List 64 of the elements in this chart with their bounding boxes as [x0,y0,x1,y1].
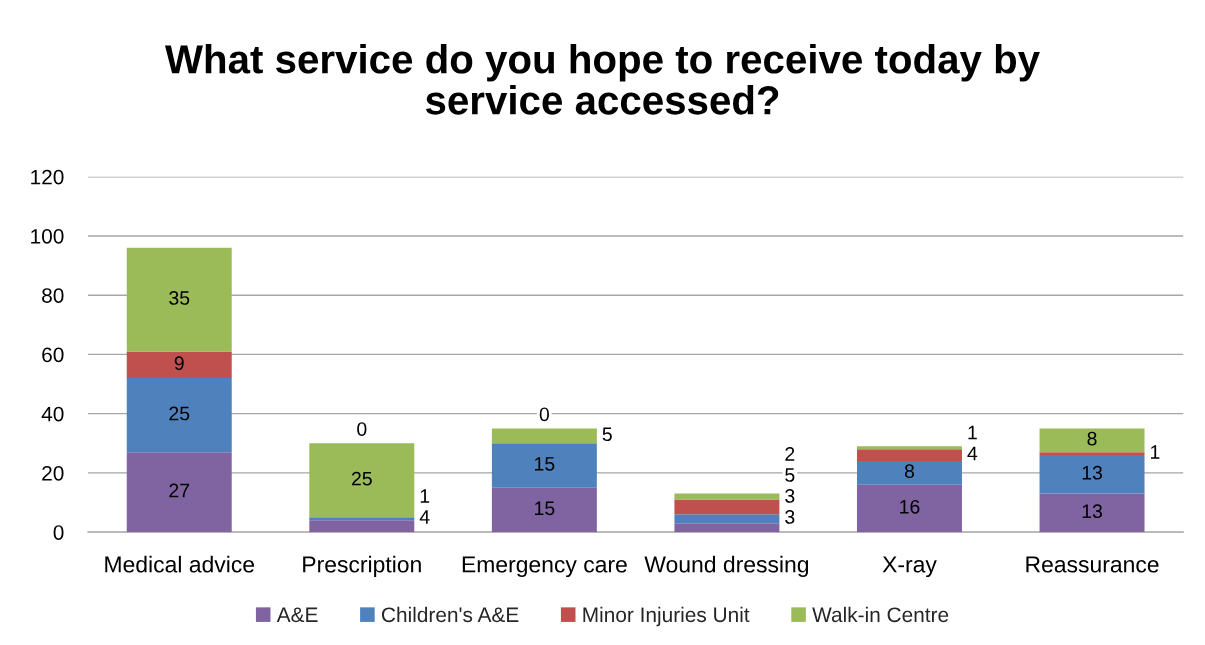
y-tick-label: 40 [41,406,64,422]
bar [1039,455,1145,494]
bar [126,247,232,352]
y-tick-label: 80 [42,288,64,303]
x-tick-label: X-ray [882,556,937,578]
bar [126,452,232,533]
x-tick-label: Medical advice [105,555,255,573]
data-label: 1 [420,489,430,503]
data-label: 5 [602,427,612,442]
bar [309,520,415,533]
x-tick-label: Reassurance [1026,556,1159,573]
data-label: 4 [967,446,978,461]
bar [126,378,232,453]
data-label: 0 [357,422,367,436]
data-label: 9 [174,356,184,371]
data-label: 2 [785,447,795,461]
legend-label: Minor Injuries Unit [583,606,750,627]
bar [491,428,597,444]
bar [126,351,232,379]
y-tick-label: 60 [42,347,64,363]
data-label: 25 [351,471,372,486]
bar [856,461,962,485]
x-tick-label: Emergency care [462,556,627,578]
data-label: 4 [419,510,430,524]
bar [674,493,780,500]
bar [674,514,780,524]
data-label: 8 [1087,431,1097,446]
data-label: 8 [904,464,915,479]
y-tick-label: 0 [53,525,64,540]
data-label: 1 [968,425,977,440]
bar [674,499,780,515]
bar [856,449,962,462]
data-label: 3 [785,510,795,524]
legend-label: Walk-in Centre [812,606,949,623]
y-tick-label: 100 [31,228,64,244]
data-label: 1 [1151,445,1160,459]
data-label: 3 [785,489,795,503]
data-label: 27 [169,483,190,498]
y-tick-label: 20 [42,465,64,481]
data-label: 25 [169,406,190,421]
bar [309,517,415,521]
bar [674,523,780,533]
data-label: 13 [1082,504,1102,519]
bar [1039,428,1145,453]
bar [1039,452,1145,456]
data-label: 5 [785,468,795,482]
data-label: 15 [535,457,555,471]
bar [491,487,597,533]
data-label: 0 [539,407,550,422]
y-tick-label: 120 [31,169,64,185]
data-label: 35 [169,291,190,305]
bar [856,446,962,450]
x-tick-label: Wound dressing [644,555,809,578]
legend-label: Children's A&E [381,606,519,623]
data-label: 13 [1082,465,1102,480]
x-tick-label: Prescription [303,555,421,578]
bar [856,484,962,533]
bar [491,443,597,488]
chart-title: What service do you hope to receive today by service accessed? [165,44,1040,115]
bar [309,443,415,518]
legend-label: A&E [276,607,318,623]
bar [1039,493,1145,533]
data-label: 15 [535,501,555,516]
data-label: 16 [900,499,920,514]
